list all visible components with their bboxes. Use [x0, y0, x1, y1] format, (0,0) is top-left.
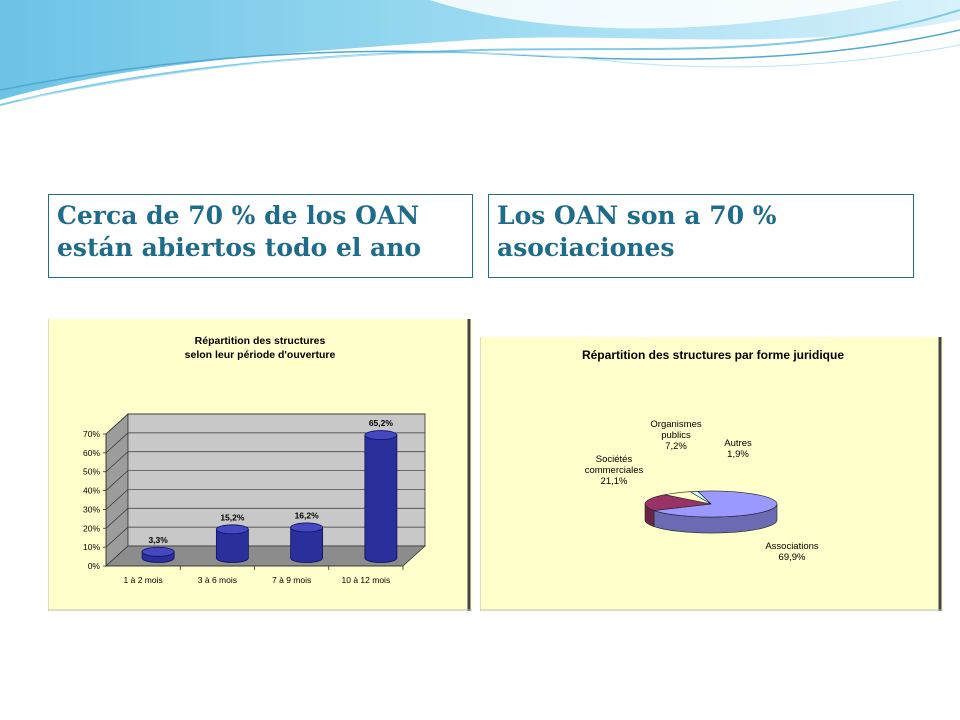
bar-top: [290, 522, 324, 533]
y-axis-tick-label: 0%: [88, 561, 101, 571]
bar-body: [215, 528, 249, 563]
pie-slice-label: 7,2%: [665, 441, 687, 452]
bar-chart-title-line-1: Répartition des structures: [195, 335, 326, 347]
left-heading-box: Cerca de 70 % de los OAN están abiertos …: [48, 194, 473, 278]
pie-slice-label: publics: [661, 430, 691, 441]
bar-top: [364, 430, 398, 440]
bar-value-label: 16,2%: [295, 510, 320, 520]
bar: [290, 522, 324, 563]
bar-chart-gridline: [105, 526, 425, 548]
bar-chart-side-wall: [105, 413, 129, 567]
x-axis-category-label: 7 à 9 mois: [272, 575, 311, 585]
y-axis-tick-label: 30%: [83, 504, 100, 514]
bar-chart-gridline: [105, 470, 425, 491]
bar-value-label: 15,2%: [220, 512, 245, 522]
pie-slice: [644, 494, 712, 511]
bar-value-label: 3,3%: [148, 535, 168, 545]
bar: [141, 546, 175, 563]
bar-chart-gridline: [105, 413, 425, 435]
bar-chart-gridline: [105, 507, 425, 529]
bar-top: [215, 524, 249, 535]
bar-body: [290, 527, 324, 563]
bar-chart-title-line-2: selon leur période d'ouverture: [185, 349, 336, 361]
pie-slice: [689, 490, 712, 505]
pie-slice-label: Sociétés: [596, 454, 633, 465]
right-heading: Los OAN son a 70 % asociaciones: [497, 201, 777, 262]
y-axis-tick-label: 20%: [83, 523, 100, 533]
pie-slice-label: Associations: [765, 541, 819, 552]
pie-slice-label: Organismes: [650, 419, 701, 430]
y-axis-tick-label: 40%: [83, 486, 100, 496]
y-axis-tick-label: 60%: [83, 448, 100, 458]
y-axis-tick-label: 50%: [83, 467, 100, 477]
bar: [215, 524, 249, 563]
pie-chart-title: Répartition des structures par forme jur…: [582, 348, 844, 362]
pie-slice-label: commerciales: [585, 465, 644, 476]
y-axis-tick-label: 10%: [83, 542, 100, 552]
pie-slice: [653, 490, 778, 518]
pie-slice-label: Autres: [724, 438, 752, 449]
bar-chart-gridline: [105, 432, 425, 454]
x-axis-category-label: 3 à 6 mois: [198, 575, 237, 585]
pie-chart-panel: Répartition des structures par forme jur…: [480, 337, 943, 611]
bar-top: [141, 546, 175, 557]
bar-chart-panel: Répartition des structures selon leur pé…: [48, 319, 472, 611]
bar-body: [364, 434, 398, 563]
bar-chart-gridline: [105, 451, 425, 472]
left-heading: Cerca de 70 % de los OAN están abiertos …: [57, 201, 422, 262]
pie-chart: Répartition des structures par forme jur…: [480, 337, 943, 611]
pie-slice-label: 21,1%: [601, 476, 628, 487]
bar: [364, 430, 398, 563]
decorative-wave-banner: [0, 0, 960, 106]
x-axis-category-label: 1 à 2 mois: [124, 575, 163, 585]
right-heading-box: Los OAN son a 70 % asociaciones: [488, 194, 914, 278]
pie-slice-label: 1,9%: [727, 449, 749, 460]
y-axis-tick-label: 70%: [83, 429, 100, 439]
x-axis-category-label: 10 à 12 mois: [342, 575, 391, 585]
bar-chart-gridline: [105, 489, 425, 510]
pie-slice-label: 69,9%: [779, 552, 806, 563]
bar-chart: Répartition des structures selon leur pé…: [48, 319, 472, 611]
bar-value-label: 65,2%: [369, 418, 394, 428]
